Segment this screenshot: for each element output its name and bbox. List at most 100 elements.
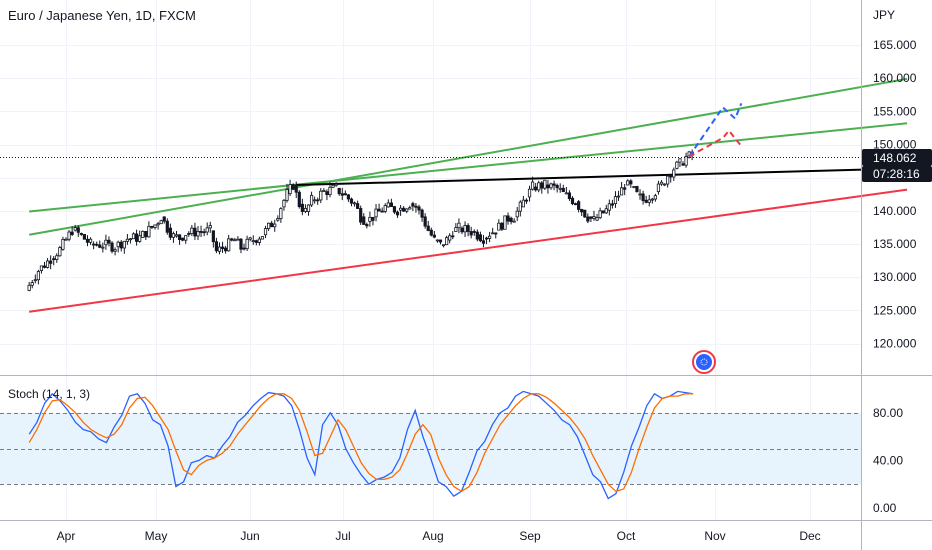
candle: [583, 209, 587, 218]
candle: [291, 183, 295, 191]
candle: [334, 182, 338, 187]
candle: [423, 213, 427, 229]
stoch-tick-label: 80.00: [873, 406, 903, 420]
candle: [684, 152, 688, 168]
candle: [484, 236, 489, 245]
stoch-line-k: [28, 390, 694, 500]
candle: [181, 237, 185, 242]
candle: [119, 240, 123, 252]
candle: [177, 234, 182, 245]
candle: [432, 230, 436, 239]
candle: [454, 223, 458, 232]
time-axis-ticks[interactable]: Apr May Jun Jul Aug Sep Oct Nov Dec: [57, 529, 821, 543]
candle: [472, 229, 476, 236]
candle: [263, 225, 268, 239]
candle: [190, 224, 194, 237]
candle: [530, 176, 535, 191]
candle: [503, 215, 507, 230]
projection-red[interactable]: [688, 129, 743, 158]
candle: [613, 191, 618, 208]
candle: [227, 234, 231, 252]
candle: [623, 183, 627, 196]
last-price-value: 148.062: [873, 151, 917, 165]
candle: [414, 203, 418, 213]
trendline-green-upper[interactable]: [29, 122, 908, 213]
candle: [389, 198, 393, 208]
candle: [104, 234, 108, 250]
candle: [546, 180, 550, 194]
trendline-black[interactable]: [296, 167, 908, 186]
candle: [208, 221, 212, 233]
candle: [245, 235, 249, 252]
candle: [276, 215, 280, 222]
candle: [196, 226, 200, 241]
stochastic-lines: [28, 390, 694, 500]
candle: [325, 189, 329, 201]
candle: [445, 235, 449, 246]
candle: [70, 226, 74, 237]
candle: [337, 187, 341, 196]
trendline-red[interactable]: [29, 188, 908, 313]
price-tick-label: 135.000: [873, 237, 917, 251]
time-tick-label: Jun: [240, 529, 259, 543]
candle: [626, 179, 630, 186]
candle: [184, 235, 188, 244]
candle: [61, 236, 65, 251]
candle: [260, 236, 265, 240]
candle: [398, 205, 403, 216]
trendline-green-lower[interactable]: [28, 77, 908, 236]
candle: [441, 244, 446, 248]
candle: [174, 230, 179, 238]
candle: [233, 237, 237, 242]
time-tick-label: Aug: [422, 529, 443, 543]
candle: [650, 197, 654, 204]
stoch-tick-label: 0.00: [873, 501, 897, 515]
stoch-axis-ticks: 80.00 40.00 0.00: [873, 406, 903, 515]
stoch-line-d: [28, 393, 694, 493]
candle: [331, 182, 335, 188]
candle: [681, 161, 685, 166]
candle: [620, 181, 624, 196]
price-tick-label: 150.000: [873, 138, 917, 152]
candle: [135, 229, 139, 246]
projection-blue[interactable]: [688, 103, 743, 158]
candle: [159, 219, 163, 225]
candle: [534, 182, 538, 192]
candle: [187, 231, 191, 237]
projection-paths[interactable]: [688, 103, 743, 158]
candle: [515, 206, 519, 221]
candlesticks: [27, 149, 694, 292]
candle: [30, 279, 34, 289]
candle: [88, 237, 93, 245]
currency-label: JPY: [873, 8, 895, 22]
candle: [429, 227, 433, 237]
candle: [128, 237, 133, 244]
price-axis-ticks[interactable]: 165.000160.000155.000150.000145.000140.0…: [873, 38, 917, 351]
candle: [371, 216, 375, 226]
stoch-tick-label: 40.00: [873, 453, 903, 467]
candle: [604, 204, 608, 215]
trendlines[interactable]: [28, 77, 908, 313]
candle: [122, 240, 126, 254]
price-tick-label: 130.000: [873, 270, 917, 284]
candle: [610, 199, 615, 209]
price-tick-label: 120.000: [873, 337, 917, 351]
candle: [595, 213, 599, 222]
candle: [282, 198, 286, 211]
candle: [352, 201, 357, 207]
candle: [110, 241, 114, 254]
candle: [552, 180, 556, 191]
candle: [586, 213, 590, 224]
candle: [451, 231, 455, 240]
event-marker-icon[interactable]: [692, 350, 716, 374]
indicator-label: Stoch (14, 1, 3): [8, 387, 90, 401]
candle: [402, 206, 406, 212]
candle: [592, 210, 596, 221]
candle: [616, 190, 621, 201]
candle: [678, 158, 682, 168]
candle: [162, 216, 166, 224]
candle: [202, 228, 206, 237]
candle: [362, 213, 366, 226]
candle: [319, 188, 323, 204]
